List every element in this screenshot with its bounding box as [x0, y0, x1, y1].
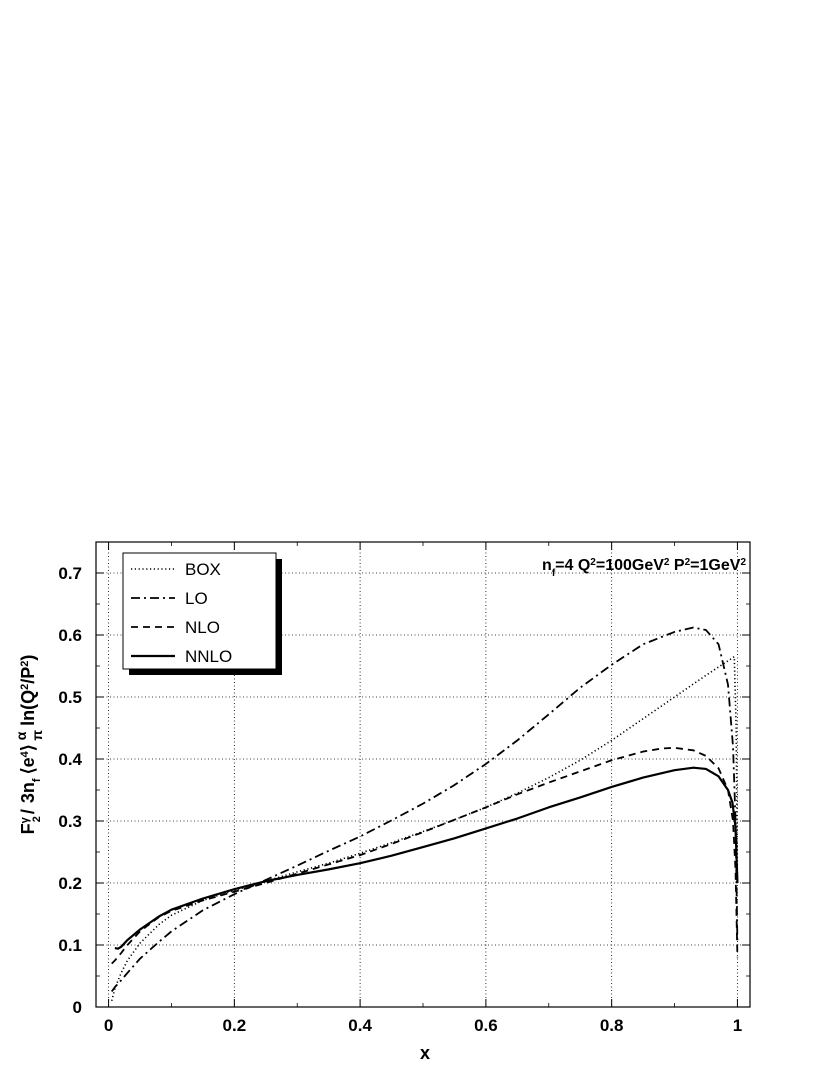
annot-n: n: [542, 557, 552, 574]
legend: BOX LO NLO NNLO: [122, 552, 282, 675]
ylabel-F-sup: γ: [19, 816, 31, 823]
y-tick-label: 0.5: [58, 688, 82, 707]
y-tick-label: 0.3: [58, 812, 82, 831]
x-tick-label: 0.8: [600, 1016, 624, 1035]
ylabel-frac-den: π: [29, 730, 45, 741]
legend-label-nnlo: NNLO: [185, 647, 232, 666]
legend-label-nlo: NLO: [185, 618, 220, 637]
y-tick-label: 0.2: [58, 874, 82, 893]
y-tick-label: 0.1: [58, 936, 82, 955]
ylabel-q-sup: 2: [19, 684, 31, 690]
annot-p-sup: 2: [685, 557, 691, 568]
annot-p: P: [669, 557, 684, 574]
y-tick-label: 0.7: [58, 564, 82, 583]
y-axis-label: Fγ2/3nf⟨e4⟩απln(Q2/P2): [13, 655, 45, 835]
y-tick-label: 0.4: [58, 750, 82, 769]
ylabel-ln: ln(Q: [18, 690, 38, 726]
ylabel-n-sub: f: [31, 778, 43, 782]
kinematics-annotation: nf=4 Q2=100GeV2 P2=1GeV2: [542, 557, 746, 579]
svg-text:Fγ2/3nf⟨e4⟩απln(Q2/P2): Fγ2/3nf⟨e4⟩απln(Q2/P2): [13, 655, 45, 835]
x-tick-label: 0: [104, 1016, 113, 1035]
ylabel-close: ): [18, 655, 38, 661]
x-tick-label: 0.6: [474, 1016, 498, 1035]
ylabel-e-sup: 4: [19, 750, 31, 757]
ylabel-F: F: [18, 823, 38, 834]
annot-q-sup: 2: [590, 557, 596, 568]
x-tick-label: 1: [733, 1016, 742, 1035]
ylabel-3n: 3n: [18, 782, 38, 803]
annot-n-sub: f: [552, 568, 556, 579]
x-tick-label: 0.4: [348, 1016, 372, 1035]
annot-p-unit-sup: 2: [740, 557, 746, 568]
ylabel-frac-num: α: [13, 731, 29, 740]
ylabel-F-sub: 2: [31, 816, 43, 822]
annot-eq4: =4 Q: [555, 557, 590, 574]
ylabel-mean-open: ⟨e: [18, 757, 38, 774]
x-axis-label: x: [420, 1043, 430, 1063]
legend-label-box: BOX: [185, 560, 221, 579]
legend-box: [122, 552, 277, 670]
series-line-nnlo: [114, 766, 739, 950]
axis-ticks: 0 0.2 0.4 0.6 0.8 1 0 0.1 0.2 0.3 0.4 0.5 0.6 0.7: [58, 541, 750, 1035]
series-group: [110, 626, 739, 1001]
ylabel-slash: /: [18, 809, 38, 814]
annot-p-val: =1GeV: [690, 557, 741, 574]
ylabel-mid: /P: [18, 667, 38, 684]
annot-q-val: =100GeV: [596, 557, 664, 574]
y-tick-label: 0: [73, 998, 82, 1017]
annot-q-unit-sup: 2: [664, 557, 670, 568]
ylabel-mean-close: ⟩: [18, 744, 38, 751]
series-line-lo: [110, 626, 739, 993]
ylabel-p-sup: 2: [19, 661, 31, 667]
legend-label-lo: LO: [185, 589, 208, 608]
y-tick-label: 0.6: [58, 626, 82, 645]
x-tick-label: 0.2: [223, 1016, 247, 1035]
